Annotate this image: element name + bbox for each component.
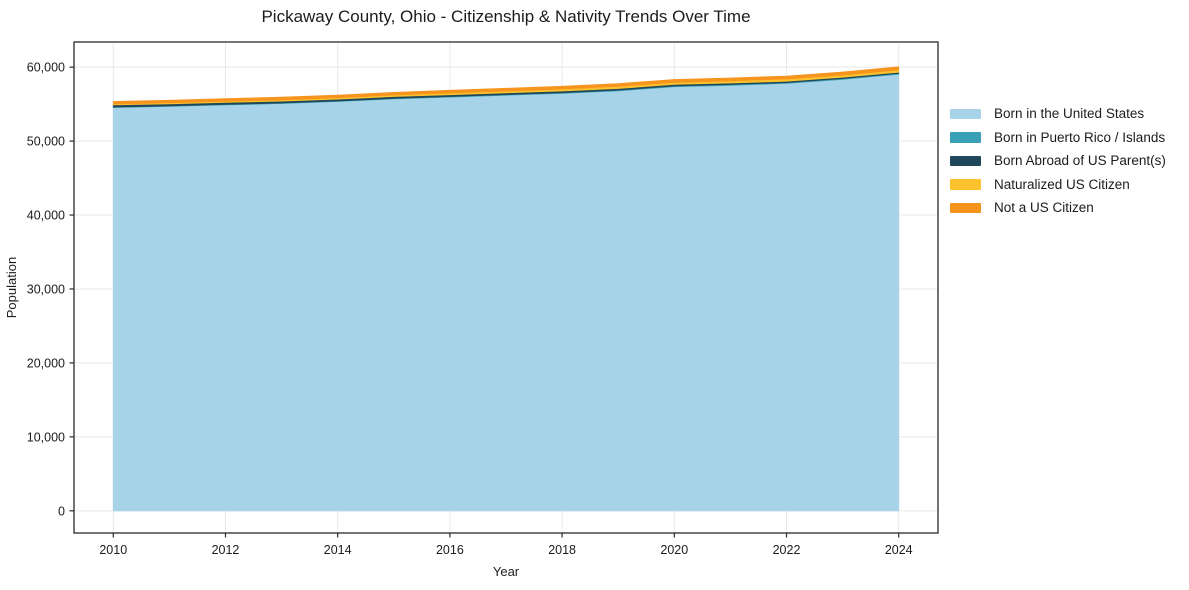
x-tick-label: 2020 bbox=[660, 543, 688, 557]
legend-item-born-pr: Born in Puerto Rico / Islands bbox=[950, 126, 1166, 150]
legend-swatch-not-citizen bbox=[950, 202, 981, 213]
legend-swatch-born-abroad bbox=[950, 155, 981, 166]
chart-title: Pickaway County, Ohio - Citizenship & Na… bbox=[261, 7, 751, 26]
y-tick-label: 60,000 bbox=[27, 61, 65, 75]
legend: Born in the United States Born in Puerto … bbox=[950, 102, 1166, 220]
x-tick-label: 2024 bbox=[885, 543, 913, 557]
plot-frame bbox=[73, 41, 939, 534]
y-tick-label: 0 bbox=[58, 504, 65, 518]
legend-item-born-abroad: Born Abroad of US Parent(s) bbox=[950, 149, 1166, 173]
legend-swatch-naturalized bbox=[950, 179, 981, 190]
legend-item-naturalized: Naturalized US Citizen bbox=[950, 173, 1166, 197]
x-tick-label: 2016 bbox=[436, 543, 464, 557]
legend-label-born-us: Born in the United States bbox=[994, 106, 1145, 122]
x-axis-label: Year bbox=[492, 564, 520, 579]
y-tick-label: 50,000 bbox=[27, 135, 65, 149]
y-tick-label: 40,000 bbox=[27, 209, 65, 223]
legend-label-naturalized: Naturalized US Citizen bbox=[994, 176, 1130, 192]
x-tick-label: 2022 bbox=[773, 543, 801, 557]
legend-label-born-pr: Born in Puerto Rico / Islands bbox=[994, 129, 1166, 145]
x-tick-label: 2014 bbox=[324, 543, 352, 557]
y-tick-label: 20,000 bbox=[27, 356, 65, 370]
area-series-not-citizen bbox=[112, 66, 900, 105]
legend-swatch-born-pr bbox=[950, 132, 981, 143]
y-tick-label: 30,000 bbox=[27, 282, 65, 296]
legend-item-not-citizen: Not a US Citizen bbox=[950, 196, 1166, 220]
legend-label-born-abroad: Born Abroad of US Parent(s) bbox=[994, 153, 1166, 169]
legend-label-not-citizen: Not a US Citizen bbox=[994, 200, 1094, 216]
x-tick-label: 2018 bbox=[548, 543, 576, 557]
y-tick-label: 10,000 bbox=[27, 430, 65, 444]
x-tick-label: 2012 bbox=[212, 543, 240, 557]
x-tick-label: 2010 bbox=[99, 543, 127, 557]
area-series-born-us bbox=[112, 73, 900, 512]
legend-swatch-born-us bbox=[950, 108, 981, 119]
legend-item-born-us: Born in the United States bbox=[950, 102, 1166, 126]
